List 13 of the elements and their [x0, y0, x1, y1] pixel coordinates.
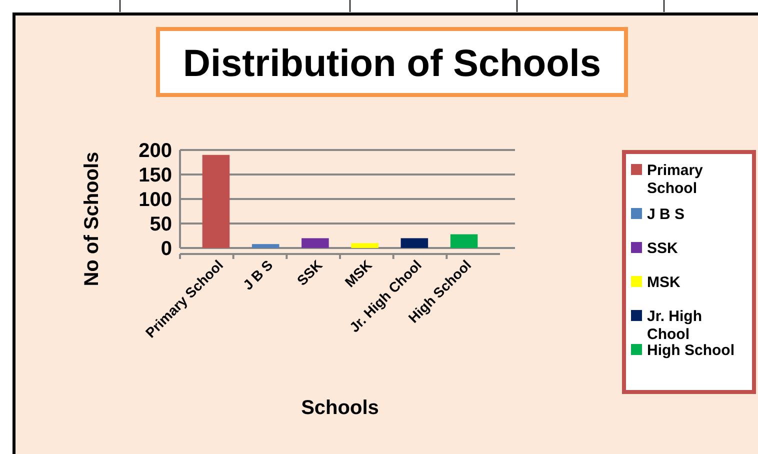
y-tick-label: 0 — [160, 238, 172, 260]
x-axis-title: Schools — [301, 397, 379, 419]
y-tick-label: 150 — [138, 164, 172, 186]
legend-label: J B S — [647, 206, 685, 223]
legend-label: Primary School — [647, 162, 704, 197]
y-tick-label: 100 — [138, 189, 172, 211]
legend-label: SSK — [647, 240, 678, 257]
y-tick-label: 200 — [138, 140, 172, 162]
chart-title: Distribution of Schools — [183, 43, 601, 85]
x-tick-label: J B S — [240, 256, 276, 293]
legend-label: High School — [647, 342, 734, 359]
y-tick-label: 50 — [150, 214, 172, 236]
y-axis-title: No of Schools — [81, 152, 103, 286]
